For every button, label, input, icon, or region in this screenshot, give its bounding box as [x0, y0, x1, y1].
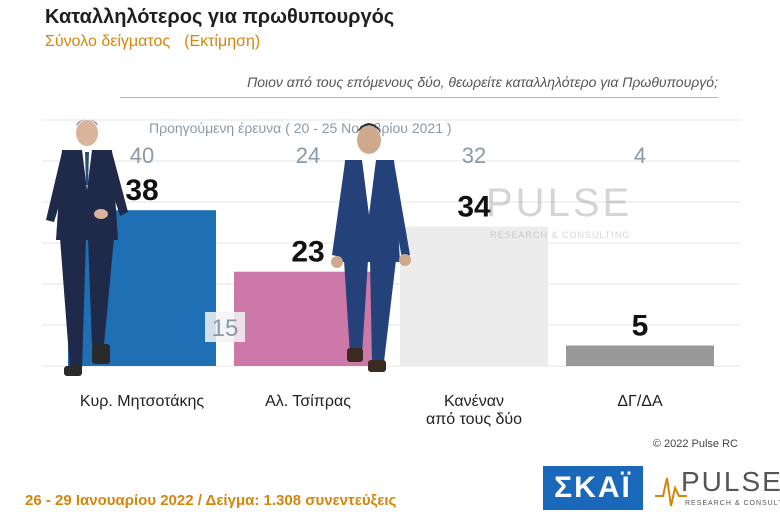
tsipras-photo: [331, 123, 411, 372]
bar: [400, 226, 548, 366]
footer-survey-info: 26 - 29 Ιανουαρίου 2022 / Δείγμα: 1.308 …: [25, 492, 397, 509]
watermark-subtext: RESEARCH & CONSULTING: [490, 230, 630, 240]
category-label: από τους δύο: [426, 411, 522, 428]
bar-value-label: 23: [291, 236, 324, 269]
chart-subtitle: Σύνολο δείγματος (Εκτίμηση): [45, 33, 260, 51]
pulse-logo-text: PULSE: [681, 466, 780, 497]
skai-logo: ΣΚΑΪ: [543, 466, 643, 510]
pulse-logo: PULSE RESEARCH & CONSULTING: [655, 466, 780, 512]
bar-value-label: 5: [632, 310, 649, 343]
candidate-photos: [46, 119, 411, 376]
difference-label: 15: [212, 315, 239, 342]
subtitle-estimate: (Εκτίμηση): [184, 33, 261, 50]
previous-value-label: 40: [130, 143, 154, 168]
subtitle-sample: Σύνολο δείγματος: [45, 33, 171, 50]
previous-value-label: 32: [462, 143, 486, 168]
watermark-text: PULSE: [486, 181, 630, 225]
bar: [566, 345, 714, 366]
category-label: ΔΓ/ΔΑ: [617, 393, 663, 410]
bar-value-label: 38: [125, 174, 158, 207]
mitsotakis-photo: [46, 119, 128, 376]
pulse-logo-subtext: RESEARCH & CONSULTING: [685, 500, 780, 507]
pulse-watermark: PULSE RESEARCH & CONSULTING: [486, 181, 630, 240]
category-label: Κανέναν: [444, 393, 504, 410]
category-label: Αλ. Τσίπρας: [265, 393, 351, 410]
previous-value-label: 4: [634, 143, 646, 168]
survey-question: Ποιον από τους επόμενους δύο, θεωρείτε κ…: [247, 74, 718, 90]
bar-chart: 38 40 Κυρ. Μητσοτάκης 23 24 Αλ. Τσίπρας 34 32 Κα…: [42, 119, 740, 428]
copyright-note: © 2022 Pulse RC: [652, 438, 738, 450]
category-label: Κυρ. Μητσοτάκης: [80, 393, 205, 410]
bar-value-label: 34: [457, 191, 491, 224]
chart-title: Καταλληλότερος για πρωθυπουργός: [45, 6, 395, 28]
question-divider: [120, 97, 718, 98]
chart-labels: 38 40 Κυρ. Μητσοτάκης 23 24 Αλ. Τσίπρας 34 32 Κα…: [80, 143, 663, 428]
difference-box: [205, 312, 245, 342]
pulse-heartbeat-icon: [655, 477, 687, 507]
previous-value-label: 24: [296, 143, 320, 168]
